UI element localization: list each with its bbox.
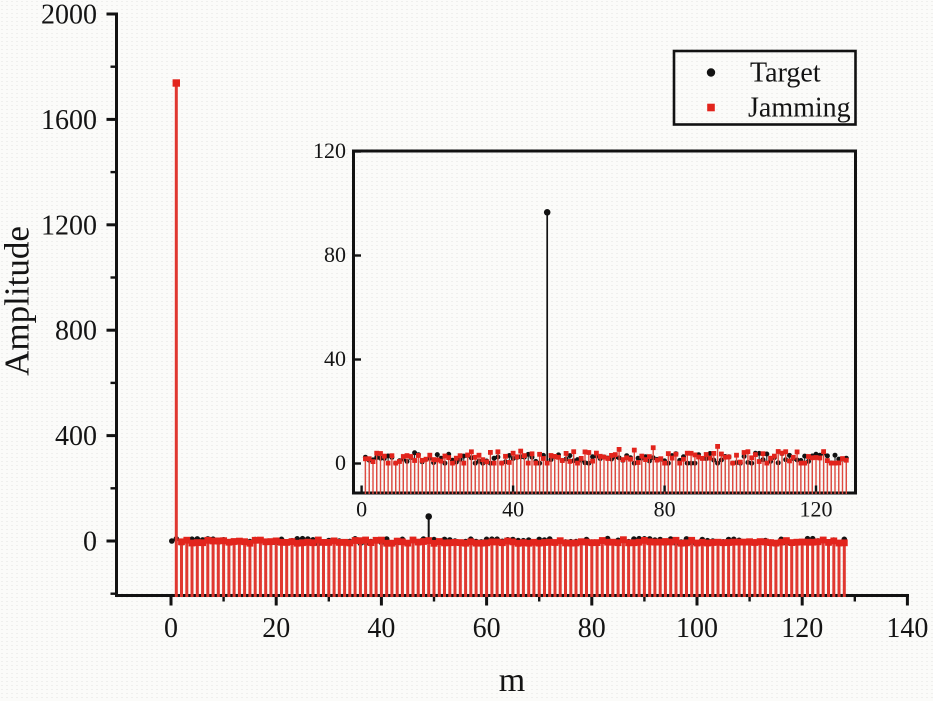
svg-text:100: 100: [676, 613, 718, 644]
svg-text:120: 120: [781, 613, 823, 644]
svg-text:400: 400: [55, 421, 97, 452]
svg-text:0: 0: [356, 497, 367, 522]
svg-text:1200: 1200: [41, 210, 97, 241]
svg-text:Target: Target: [750, 58, 821, 89]
svg-text:80: 80: [578, 613, 606, 644]
svg-text:60: 60: [473, 613, 501, 644]
svg-text:0: 0: [164, 613, 178, 644]
svg-text:800: 800: [55, 316, 97, 347]
svg-text:80: 80: [324, 242, 346, 267]
svg-text:40: 40: [367, 613, 395, 644]
svg-text:40: 40: [502, 497, 524, 522]
svg-text:0: 0: [83, 527, 97, 558]
svg-text:m: m: [499, 662, 525, 699]
svg-text:120: 120: [800, 497, 833, 522]
svg-text:20: 20: [262, 613, 290, 644]
svg-text:120: 120: [313, 138, 346, 163]
svg-text:0: 0: [335, 450, 346, 475]
svg-text:Amplitude: Amplitude: [0, 226, 37, 376]
svg-text:80: 80: [654, 497, 676, 522]
svg-text:140: 140: [886, 613, 928, 644]
svg-text:2000: 2000: [41, 0, 97, 31]
svg-text:40: 40: [324, 346, 346, 371]
svg-text:Jamming: Jamming: [748, 93, 851, 124]
svg-text:1600: 1600: [41, 105, 97, 136]
